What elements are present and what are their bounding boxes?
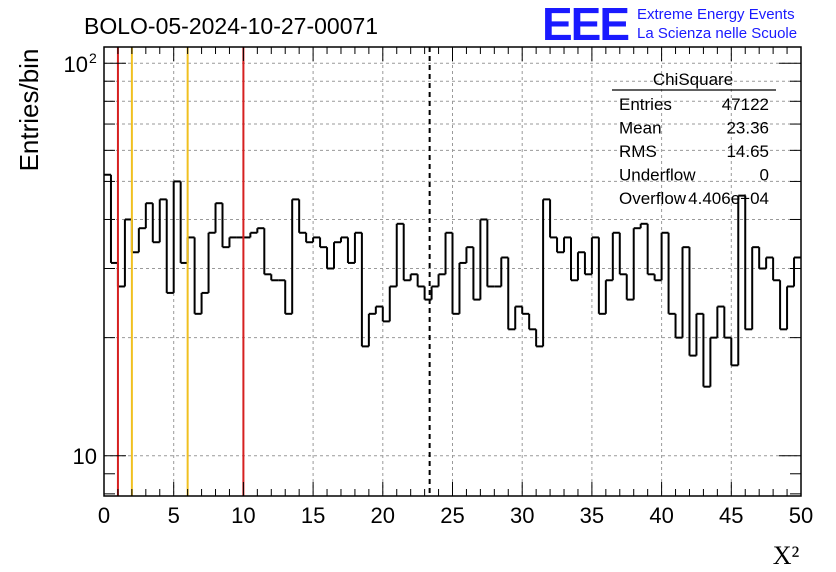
chart-title: BOLO-05-2024-10-27-00071 bbox=[84, 13, 378, 39]
logo-mark: EEE bbox=[542, 0, 628, 50]
logo-line-1: Extreme Energy Events bbox=[637, 6, 795, 23]
x-tick-label: 40 bbox=[649, 503, 673, 528]
x-tick-label: 20 bbox=[371, 503, 395, 528]
x-tick-label: 45 bbox=[719, 503, 743, 528]
stats-row-label: Entries bbox=[619, 95, 672, 114]
stats-box: ChiSquare Entries 47122 Mean 23.36 RMS 14.65 U… bbox=[612, 70, 776, 208]
x-tick-label: 30 bbox=[510, 503, 534, 528]
x-axis-label: X² bbox=[773, 541, 800, 570]
y-tick-label: 10 bbox=[64, 52, 88, 77]
y-tick-label-exponent: 2 bbox=[89, 50, 97, 66]
stats-row-label: RMS bbox=[619, 142, 657, 161]
x-tick-label: 25 bbox=[440, 503, 464, 528]
stats-row-value: 0 bbox=[760, 166, 769, 185]
y-tick-label: 10 bbox=[73, 444, 97, 469]
stats-row-value: 14.65 bbox=[726, 142, 769, 161]
grid-lines bbox=[104, 47, 801, 496]
plot-frame bbox=[103, 46, 802, 497]
stats-row-value: 47122 bbox=[722, 95, 769, 114]
logo-line-2: La Scienza nelle Scuole bbox=[637, 25, 797, 42]
stats-row-value: 23.36 bbox=[726, 119, 769, 138]
x-tick-label: 35 bbox=[580, 503, 604, 528]
x-tick-label: 50 bbox=[789, 503, 813, 528]
y-axis-label: Entries/bin bbox=[14, 49, 44, 172]
stats-row-label: Mean bbox=[619, 119, 662, 138]
stats-row-label: Overflow bbox=[619, 189, 687, 208]
reference-lines bbox=[116, 47, 431, 496]
x-tick-label: 5 bbox=[168, 503, 180, 528]
stats-row-label: Underflow bbox=[619, 166, 696, 185]
stats-rows: Entries 47122 Mean 23.36 RMS 14.65 Underflow 0 O… bbox=[619, 95, 769, 208]
x-tick-label: 0 bbox=[98, 503, 110, 528]
stats-row-value: 4.406e+04 bbox=[688, 189, 769, 208]
eee-logo: EEE Extreme Energy Events La Scienza nel… bbox=[542, 0, 797, 50]
x-tick-label: 10 bbox=[231, 503, 255, 528]
x-tick-label: 15 bbox=[301, 503, 325, 528]
stats-title: ChiSquare bbox=[653, 70, 733, 89]
histogram-series bbox=[104, 173, 801, 388]
